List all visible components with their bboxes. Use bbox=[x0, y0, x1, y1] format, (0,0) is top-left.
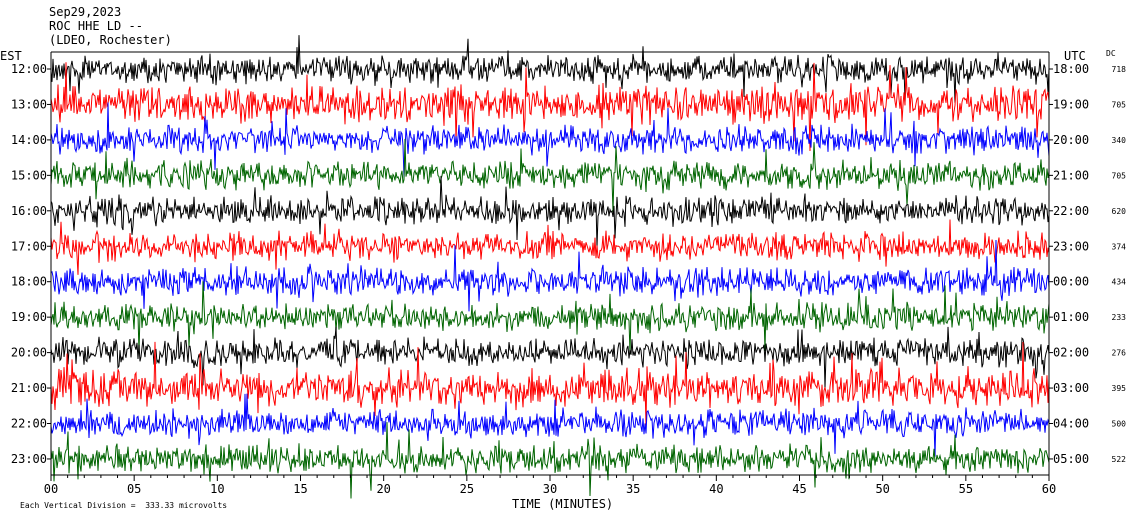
dc-value: 434 bbox=[1112, 278, 1127, 287]
dc-value: 276 bbox=[1112, 349, 1127, 358]
dc-column-header: DC bbox=[1106, 49, 1116, 58]
dc-value: 395 bbox=[1112, 384, 1127, 393]
utc-hour-label: 02:00 bbox=[1053, 346, 1089, 360]
dc-value: 340 bbox=[1112, 136, 1127, 145]
trace-0500 bbox=[50, 422, 1050, 499]
trace-1800 bbox=[50, 35, 1050, 103]
local-hour-label: 13:00 bbox=[11, 97, 47, 111]
utc-hour-label: 05:00 bbox=[1053, 452, 1089, 466]
utc-hour-label: 03:00 bbox=[1053, 381, 1089, 395]
dc-value: 620 bbox=[1112, 207, 1127, 216]
dc-value: 233 bbox=[1112, 313, 1127, 322]
trace-0000 bbox=[50, 239, 1050, 312]
trace-0200 bbox=[50, 326, 1050, 389]
date-title: Sep29,2023 bbox=[49, 5, 122, 19]
x-tick-label: 05 bbox=[127, 482, 141, 496]
local-hour-label: 14:00 bbox=[11, 133, 47, 147]
trace-2200 bbox=[50, 175, 1050, 248]
trace-2300 bbox=[50, 219, 1050, 275]
station-title: ROC HHE LD -- bbox=[49, 19, 143, 33]
local-hour-label: 17:00 bbox=[11, 239, 47, 253]
x-tick-label: 50 bbox=[875, 482, 889, 496]
scale-footnote: Each Vertical Division = 333.33 microvol… bbox=[20, 501, 228, 510]
utc-hour-label: 23:00 bbox=[1053, 239, 1089, 253]
dc-value: 374 bbox=[1112, 242, 1127, 251]
x-axis-label: TIME (MINUTES) bbox=[512, 497, 614, 511]
x-axis-ticks: 00 05 10 15 20 25 30 35 40 45 50 55 60 bbox=[44, 475, 1056, 496]
left-timezone-label: EST bbox=[0, 49, 22, 63]
dc-value: 522 bbox=[1112, 455, 1127, 464]
x-tick-label: 25 bbox=[460, 482, 474, 496]
utc-hour-label: 19:00 bbox=[1053, 97, 1089, 111]
x-tick-label: 00 bbox=[44, 482, 58, 496]
dc-value: 718 bbox=[1112, 65, 1127, 74]
utc-hour-label: 18:00 bbox=[1053, 62, 1089, 76]
local-hour-label: 12:00 bbox=[11, 62, 47, 76]
trace-0400 bbox=[50, 393, 1050, 457]
local-hour-label: 22:00 bbox=[11, 417, 47, 431]
trace-0100 bbox=[50, 281, 1050, 355]
trace-1900 bbox=[50, 62, 1050, 152]
trace-0300 bbox=[50, 341, 1050, 426]
x-tick-label: 35 bbox=[626, 482, 640, 496]
local-hour-label: 15:00 bbox=[11, 168, 47, 182]
x-tick-label: 45 bbox=[792, 482, 806, 496]
dc-offset-labels: 718 705 340 705 620 374 434 233 276 395 500 522 bbox=[1112, 65, 1127, 464]
x-tick-label: 55 bbox=[959, 482, 973, 496]
x-tick-label: 30 bbox=[543, 482, 557, 496]
x-tick-label: 40 bbox=[709, 482, 723, 496]
x-tick-label: 20 bbox=[376, 482, 390, 496]
local-hour-label: 20:00 bbox=[11, 346, 47, 360]
trace-layer bbox=[50, 35, 1050, 499]
trace-2100 bbox=[50, 138, 1050, 212]
local-hour-label: 23:00 bbox=[11, 452, 47, 466]
plot-frame bbox=[50, 51, 1050, 476]
utc-hour-label: 20:00 bbox=[1053, 133, 1089, 147]
trace-2000 bbox=[50, 102, 1050, 179]
utc-hour-labels: 18:00 19:00 20:00 21:00 22:00 23:00 00:00 01:00… bbox=[1049, 62, 1089, 466]
utc-hour-label: 22:00 bbox=[1053, 204, 1089, 218]
network-title: (LDEO, Rochester) bbox=[49, 33, 172, 47]
utc-hour-label: 00:00 bbox=[1053, 275, 1089, 289]
local-hour-labels: 12:00 13:00 14:00 15:00 16:00 17:00 18:00 19:00… bbox=[11, 62, 51, 466]
utc-hour-label: 01:00 bbox=[1053, 310, 1089, 324]
dc-value: 705 bbox=[1112, 100, 1127, 109]
dc-value: 500 bbox=[1112, 420, 1127, 429]
utc-hour-label: 21:00 bbox=[1053, 168, 1089, 182]
local-hour-label: 16:00 bbox=[11, 204, 47, 218]
local-hour-label: 21:00 bbox=[11, 381, 47, 395]
x-tick-label: 15 bbox=[293, 482, 307, 496]
right-timezone-label: UTC bbox=[1064, 49, 1086, 63]
x-tick-label: 60 bbox=[1042, 482, 1056, 496]
local-hour-label: 18:00 bbox=[11, 275, 47, 289]
local-hour-label: 19:00 bbox=[11, 310, 47, 324]
x-tick-label: 10 bbox=[210, 482, 224, 496]
dc-value: 705 bbox=[1112, 171, 1127, 180]
utc-hour-label: 04:00 bbox=[1053, 417, 1089, 431]
